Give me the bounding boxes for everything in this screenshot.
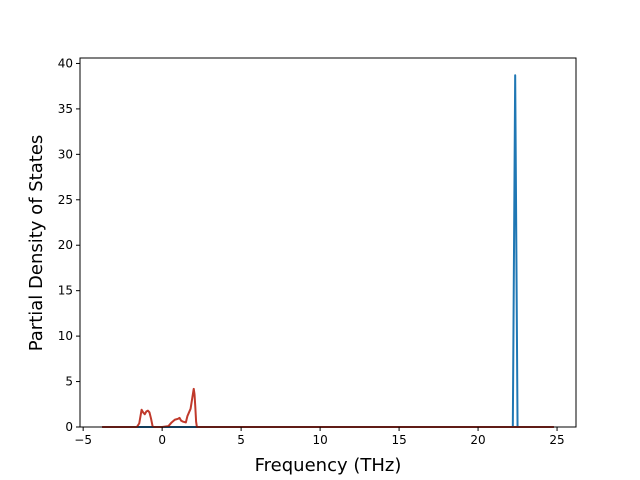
y-tick-label: 40: [58, 56, 73, 70]
y-axis-label: Partial Density of States: [26, 135, 47, 352]
x-tick-label: 10: [312, 433, 327, 447]
plot-frame: [79, 57, 577, 428]
x-tick-label: 5: [237, 433, 245, 447]
y-tick-label: 5: [65, 375, 73, 389]
y-tick-label: 35: [58, 102, 73, 116]
y-tick-label: 0: [65, 420, 73, 434]
x-tick-label: 25: [549, 433, 564, 447]
x-axis-label: Frequency (THz): [255, 455, 402, 476]
series-line-1: [102, 74, 554, 428]
y-axis-ticks: 0 5 10 15 20 25 30 35 40: [58, 56, 80, 434]
series-layer: [102, 74, 554, 428]
x-tick-label: −5: [74, 433, 92, 447]
x-tick-label: 15: [391, 433, 406, 447]
y-tick-label: 20: [58, 238, 73, 252]
x-tick-label: 0: [158, 433, 166, 447]
y-tick-label: 25: [58, 193, 73, 207]
series-line-2: [102, 387, 554, 428]
x-axis-ticks: −5 0 5 10 15 20 25: [74, 427, 565, 447]
x-tick-label: 20: [470, 433, 485, 447]
y-tick-label: 10: [58, 329, 73, 343]
y-tick-label: 30: [58, 147, 73, 161]
y-tick-label: 15: [58, 284, 73, 298]
